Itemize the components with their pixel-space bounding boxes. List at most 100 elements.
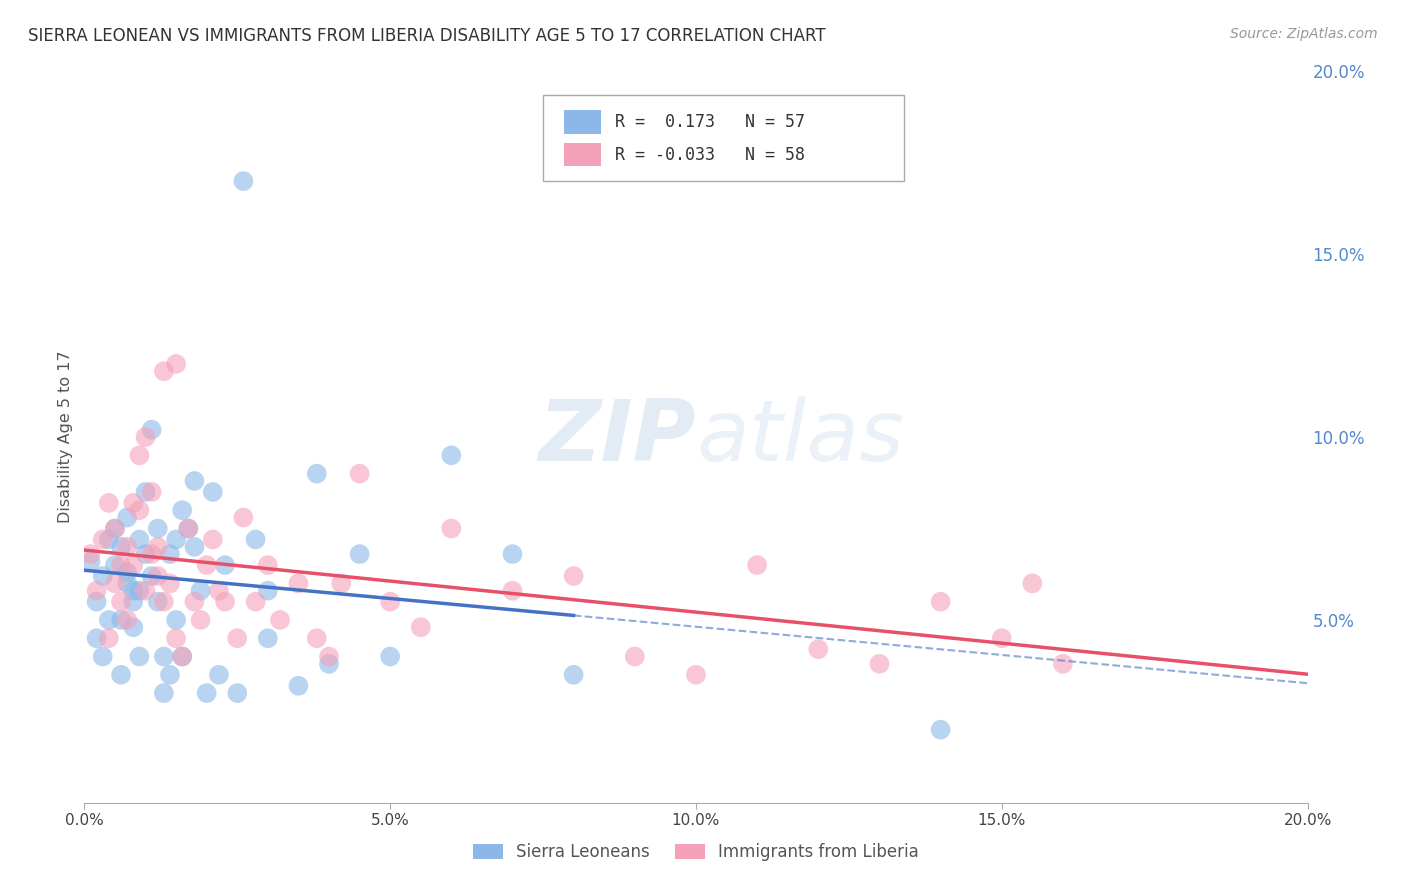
Point <box>91 569 114 583</box>
Point <box>562 667 585 681</box>
Point <box>91 533 114 547</box>
Point <box>380 594 402 608</box>
Point <box>929 723 952 737</box>
Point <box>153 364 176 378</box>
Point <box>110 613 132 627</box>
Point <box>115 613 138 627</box>
Point <box>380 649 402 664</box>
Point <box>97 632 120 646</box>
Point <box>146 594 169 608</box>
Point <box>135 547 157 561</box>
Point <box>685 667 707 681</box>
Point <box>159 576 181 591</box>
Point <box>122 496 145 510</box>
Text: SIERRA LEONEAN VS IMMIGRANTS FROM LIBERIA DISABILITY AGE 5 TO 17 CORRELATION CHA: SIERRA LEONEAN VS IMMIGRANTS FROM LIBERI… <box>28 27 825 45</box>
Point <box>128 448 150 462</box>
Point <box>409 620 432 634</box>
Point <box>226 632 249 646</box>
Point <box>183 594 205 608</box>
Point <box>195 558 218 573</box>
Point <box>232 510 254 524</box>
Point <box>135 583 157 598</box>
Point <box>153 649 176 664</box>
Point <box>214 558 236 573</box>
Point <box>929 594 952 608</box>
Point <box>135 485 157 500</box>
Point <box>86 632 108 646</box>
Point <box>141 547 163 561</box>
Point <box>159 547 181 561</box>
Point <box>79 547 101 561</box>
Point <box>190 613 212 627</box>
Point <box>1021 576 1043 591</box>
Point <box>115 566 138 580</box>
Point <box>257 558 280 573</box>
Text: R =  0.173   N = 57: R = 0.173 N = 57 <box>616 112 806 131</box>
Point <box>208 667 231 681</box>
Point <box>624 649 647 664</box>
Point <box>502 547 524 561</box>
Point <box>128 503 150 517</box>
Point <box>287 576 309 591</box>
Point <box>153 594 176 608</box>
Point <box>257 583 280 598</box>
Point <box>349 547 371 561</box>
Point <box>269 613 291 627</box>
Text: atlas: atlas <box>696 395 904 479</box>
Point <box>110 594 132 608</box>
Point <box>807 642 830 657</box>
Point <box>146 540 169 554</box>
Point <box>349 467 371 481</box>
Point <box>245 533 267 547</box>
Point <box>172 649 194 664</box>
Point <box>330 576 353 591</box>
Point <box>97 613 120 627</box>
Point <box>747 558 769 573</box>
Point <box>97 533 120 547</box>
Point <box>122 583 145 598</box>
Point <box>214 594 236 608</box>
Point <box>991 632 1014 646</box>
Point <box>165 533 187 547</box>
Point <box>869 657 891 671</box>
Point <box>165 357 187 371</box>
Point <box>86 594 108 608</box>
Point <box>257 632 280 646</box>
Point <box>172 503 194 517</box>
Point <box>104 576 127 591</box>
Point <box>165 632 187 646</box>
Point <box>159 667 181 681</box>
Point <box>122 594 145 608</box>
Point <box>177 521 200 535</box>
Point <box>305 632 328 646</box>
Point <box>104 521 127 535</box>
Point <box>110 667 132 681</box>
Point <box>440 448 463 462</box>
Point <box>128 649 150 664</box>
Point <box>1052 657 1074 671</box>
Point <box>562 569 585 583</box>
Point <box>104 521 127 535</box>
Bar <box>564 110 600 134</box>
Point <box>146 569 169 583</box>
Point <box>91 649 114 664</box>
Point <box>135 430 157 444</box>
Point <box>177 521 200 535</box>
Point <box>122 620 145 634</box>
Point <box>122 558 145 573</box>
Point <box>79 554 101 568</box>
Point <box>128 583 150 598</box>
Point <box>104 558 127 573</box>
Point <box>232 174 254 188</box>
Point <box>110 558 132 573</box>
Point <box>146 521 169 535</box>
Text: R = -0.033   N = 58: R = -0.033 N = 58 <box>616 145 806 164</box>
Point <box>245 594 267 608</box>
Point <box>115 576 138 591</box>
FancyBboxPatch shape <box>543 95 904 181</box>
Point <box>97 496 120 510</box>
Point <box>128 533 150 547</box>
Point <box>141 485 163 500</box>
Point <box>502 583 524 598</box>
Point <box>141 569 163 583</box>
